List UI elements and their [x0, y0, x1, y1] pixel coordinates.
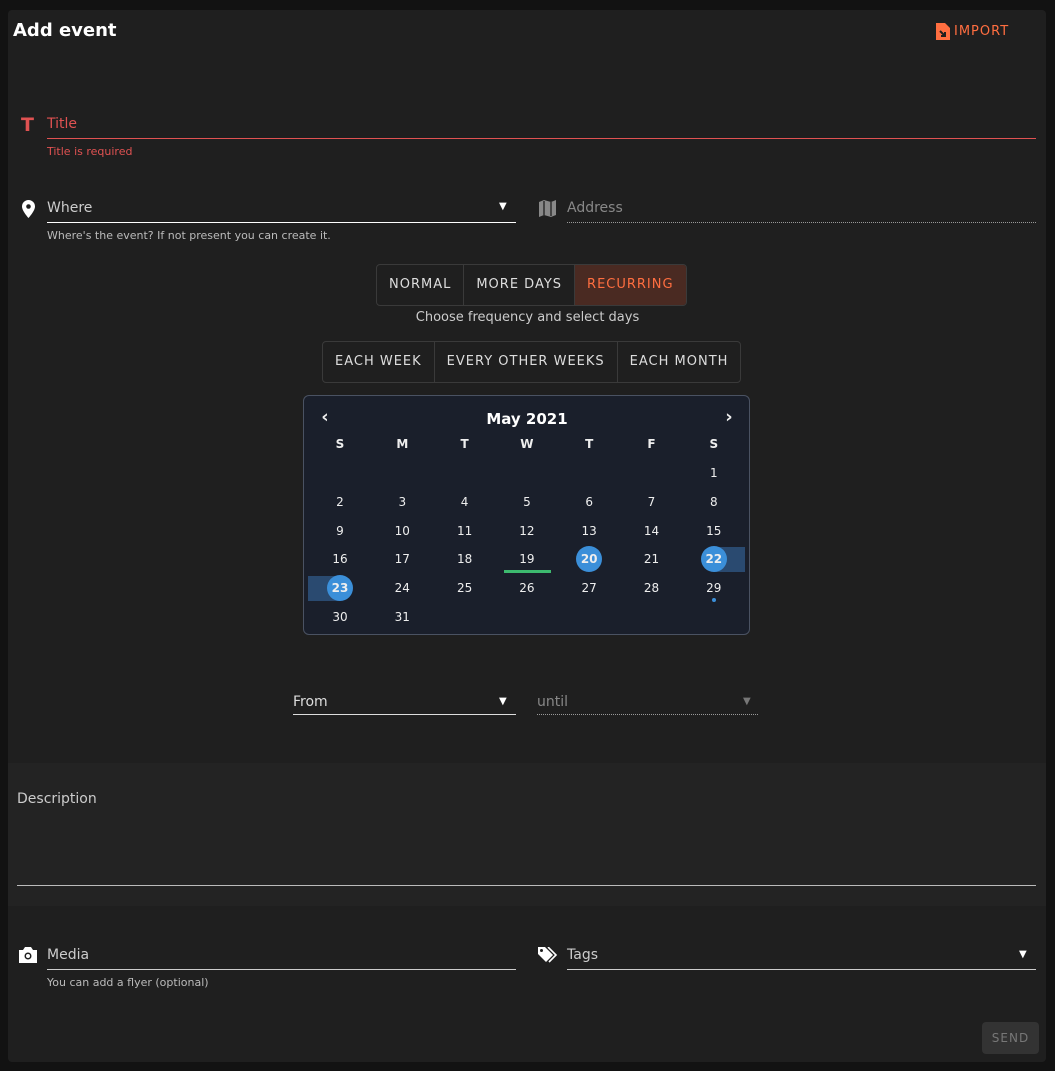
calendar-day[interactable]: 2	[336, 494, 344, 509]
calendar-day[interactable]: 18	[456, 552, 473, 567]
calendar-day[interactable]: 14	[643, 523, 660, 538]
calendar-day[interactable]: 26	[519, 581, 535, 596]
media-input[interactable]: Media	[47, 947, 90, 963]
calendar-day[interactable]: 20	[576, 546, 603, 573]
weekday-header: T	[585, 437, 594, 451]
calendar-day[interactable]: 30	[332, 610, 348, 624]
frequency-toggle-group: EACH WEEK EVERY OTHER WEEKS EACH MONTH	[322, 341, 742, 383]
calendar-day[interactable]: 25	[456, 581, 473, 596]
description-label: Description	[17, 791, 97, 807]
event-dot	[711, 598, 716, 603]
calendar-day[interactable]: 13	[581, 523, 597, 538]
weekday-header: S	[335, 437, 345, 451]
calendar-day[interactable]: 29	[706, 581, 722, 596]
weekday-header: W	[520, 437, 534, 451]
calendar-day[interactable]: 3	[398, 494, 407, 509]
calendar-day[interactable]: 12	[519, 523, 535, 538]
title-icon: T	[21, 114, 34, 136]
calendar-day[interactable]: 22	[700, 546, 727, 573]
tab-each-month[interactable]: EACH MONTH	[629, 354, 729, 369]
title-input[interactable]: Title	[47, 116, 78, 132]
location-pin-icon	[22, 200, 35, 218]
address-input[interactable]: Address	[567, 200, 623, 216]
import-label: IMPORT	[954, 23, 1010, 39]
calendar-day[interactable]: 28	[643, 581, 660, 596]
calendar: ‹ May 2021 › S M T W T F S 1 2 3 4 5 6 7 8 9 10 11 12 13 14 1…	[303, 395, 750, 635]
tab-every-other-weeks[interactable]: EVERY OTHER WEEKS	[435, 342, 618, 382]
file-import-icon	[936, 23, 950, 40]
calendar-day[interactable]: 27	[581, 581, 597, 596]
from-select[interactable]: From	[293, 694, 328, 710]
tab-recurring[interactable]: RECURRING	[575, 265, 686, 305]
media-hint: You can add a flyer (optional)	[47, 976, 209, 989]
calendar-day[interactable]: 21	[643, 552, 660, 567]
calendar-day[interactable]: 23	[327, 575, 353, 602]
calendar-day[interactable]: 6	[585, 494, 594, 509]
weekday-header: M	[396, 437, 409, 451]
calendar-day[interactable]: 15	[706, 523, 722, 538]
calendar-day[interactable]: 19	[519, 552, 535, 567]
tab-more-days[interactable]: MORE DAYS	[464, 265, 576, 305]
where-hint: Where's the event? If not present you ca…	[47, 229, 331, 242]
calendar-day[interactable]: 7	[647, 494, 656, 509]
calendar-day[interactable]: 4	[460, 494, 469, 509]
calendar-day[interactable]: 8	[709, 494, 718, 509]
camera-icon	[19, 947, 37, 963]
weekday-header: S	[709, 437, 719, 451]
tab-each-week[interactable]: EACH WEEK	[323, 342, 435, 382]
calendar-month-title: May 2021	[486, 410, 568, 428]
mode-hint: Choose frequency and select days	[415, 310, 640, 325]
calendar-day[interactable]: 9	[336, 523, 344, 538]
calendar-day[interactable]: 16	[332, 552, 348, 567]
calendar-day[interactable]: 31	[394, 610, 410, 624]
until-chevron-down-icon[interactable]: ▼	[743, 696, 751, 707]
today-indicator	[503, 570, 551, 574]
address-underline	[567, 222, 1036, 223]
description-area[interactable]	[8, 763, 1046, 906]
page-title: Add event	[13, 20, 117, 41]
tags-select[interactable]: Tags	[567, 947, 598, 963]
calendar-day[interactable]: 5	[523, 494, 531, 509]
calendar-day[interactable]: 24	[394, 581, 410, 596]
next-month-button[interactable]: ›	[725, 406, 733, 428]
where-underline	[47, 222, 516, 223]
from-underline	[293, 714, 516, 715]
calendar-day[interactable]: 11	[456, 523, 473, 538]
import-button[interactable]: IMPORT	[936, 22, 1009, 40]
map-icon	[539, 200, 556, 217]
title-underline	[47, 138, 1036, 139]
tags-chevron-down-icon[interactable]: ▼	[1019, 949, 1027, 960]
media-underline	[47, 969, 516, 970]
calendar-day[interactable]: 1	[709, 466, 718, 480]
weekday-header: T	[460, 437, 469, 451]
calendar-day[interactable]: 17	[394, 552, 410, 567]
until-select[interactable]: until	[537, 694, 569, 710]
until-underline	[537, 714, 758, 715]
title-error: Title is required	[47, 145, 133, 158]
tab-normal[interactable]: NORMAL	[377, 265, 465, 305]
send-button[interactable]: SEND	[982, 1022, 1039, 1054]
description-underline	[17, 885, 1036, 886]
from-chevron-down-icon[interactable]: ▼	[499, 696, 507, 707]
prev-month-button[interactable]: ‹	[321, 406, 329, 428]
tags-icon	[538, 947, 558, 963]
weekday-header: F	[647, 437, 656, 451]
chevron-down-icon[interactable]: ▼	[499, 201, 507, 212]
where-select[interactable]: Where	[47, 200, 93, 216]
tags-underline	[567, 969, 1036, 970]
calendar-day[interactable]: 10	[394, 523, 410, 538]
mode-toggle-group: NORMAL MORE DAYS RECURRING	[376, 264, 687, 306]
